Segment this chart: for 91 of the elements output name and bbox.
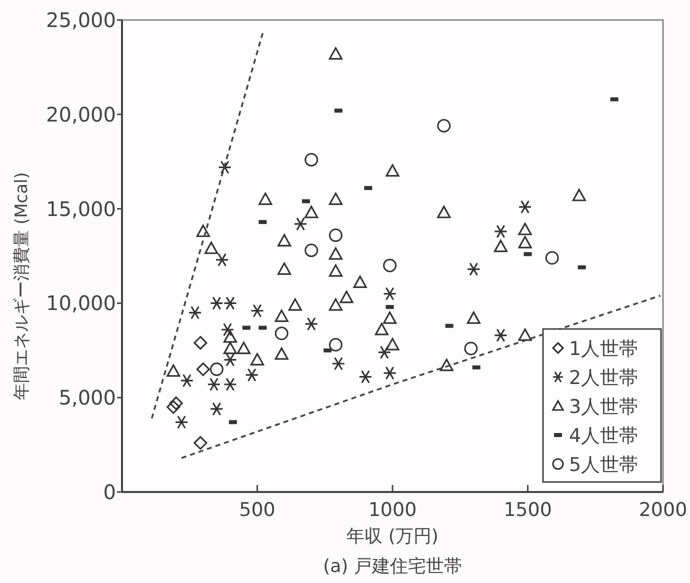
point	[382, 312, 397, 324]
point	[518, 236, 532, 248]
x-tick-label: 2000	[638, 499, 688, 521]
point	[194, 436, 208, 450]
point	[258, 192, 272, 205]
legend-label: 4人世帯	[569, 425, 638, 447]
point	[572, 188, 586, 202]
y-axis-title: 年間エネルギー消費量 (Mcal)	[12, 172, 32, 400]
point	[328, 247, 342, 260]
point	[518, 200, 532, 214]
point	[223, 353, 237, 367]
point	[288, 298, 302, 311]
point	[328, 192, 342, 205]
point	[236, 342, 251, 354]
point	[437, 206, 451, 218]
x-tick-label: 500	[239, 499, 276, 521]
point	[494, 328, 508, 342]
point	[223, 378, 237, 392]
point	[278, 262, 292, 275]
point	[166, 400, 180, 414]
point	[274, 326, 288, 340]
y-tick-label: 25,000	[46, 8, 116, 32]
point	[304, 317, 318, 331]
point	[518, 222, 532, 236]
point	[328, 338, 342, 352]
y-tick-label: 0	[103, 480, 116, 504]
point	[328, 47, 342, 60]
point	[169, 396, 183, 410]
point	[210, 362, 224, 376]
y-tick-label: 10,000	[46, 291, 116, 316]
point	[223, 330, 237, 343]
point	[374, 322, 388, 336]
point	[174, 415, 188, 429]
point	[332, 356, 346, 370]
point	[386, 164, 400, 177]
x-tick-label: 1000	[368, 499, 417, 521]
point	[494, 224, 508, 238]
point	[440, 358, 454, 372]
point	[278, 234, 292, 246]
point	[304, 206, 318, 218]
point	[340, 290, 354, 304]
point	[218, 160, 232, 174]
point	[358, 370, 372, 384]
point	[437, 118, 451, 132]
point	[464, 342, 478, 356]
point	[207, 378, 221, 392]
legend-label: 3人世帯	[569, 396, 638, 418]
point	[250, 304, 264, 318]
y-tick-label: 5,000	[58, 386, 116, 410]
point	[378, 345, 392, 360]
point	[223, 296, 237, 310]
point	[188, 306, 202, 320]
legend-label: 5人世帯	[569, 454, 638, 476]
legend-label: 1人世帯	[569, 338, 638, 360]
point	[204, 242, 218, 254]
point	[180, 374, 194, 388]
point	[328, 228, 342, 242]
point	[166, 364, 180, 377]
point	[304, 244, 318, 258]
point	[383, 258, 397, 272]
y-tick-label: 20,000	[46, 102, 116, 126]
text: (a) 戸建住宅世帯	[323, 556, 462, 577]
point	[328, 264, 342, 277]
point	[215, 252, 229, 267]
point	[196, 362, 210, 376]
point	[382, 366, 397, 380]
point	[304, 152, 318, 166]
point	[518, 328, 532, 341]
point	[353, 276, 367, 288]
point	[245, 368, 259, 382]
x-tick-label: 1500	[504, 499, 552, 521]
point	[210, 402, 224, 416]
point	[386, 338, 400, 350]
x-axis-title: 年収 (万円)	[346, 526, 438, 547]
point	[223, 342, 237, 354]
point	[194, 336, 208, 350]
point	[220, 322, 234, 336]
legend-label: 2人世帯	[569, 367, 638, 389]
point	[382, 286, 397, 301]
point	[545, 251, 559, 265]
point	[250, 353, 264, 366]
y-tick-label: 15,000	[46, 196, 116, 221]
point	[328, 298, 342, 311]
point	[210, 296, 224, 310]
point	[274, 310, 288, 322]
point	[274, 347, 288, 360]
point	[196, 224, 210, 238]
point	[466, 312, 480, 324]
point	[294, 217, 308, 231]
point	[466, 262, 480, 276]
point	[494, 240, 508, 252]
